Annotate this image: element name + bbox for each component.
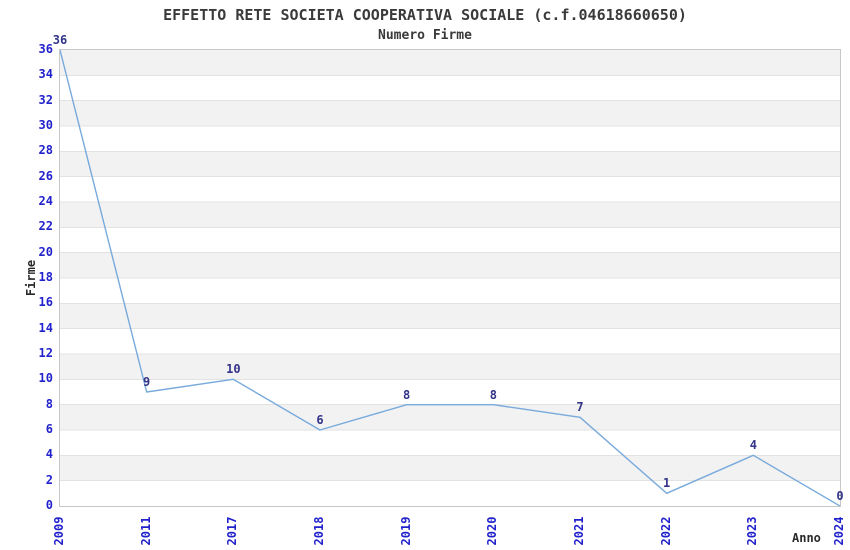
value-label: 1 — [663, 476, 671, 491]
chart-subtitle: Numero Firme — [378, 28, 472, 43]
value-label: 0 — [836, 489, 844, 503]
y-tick-label: 4 — [45, 447, 53, 462]
grid-band — [60, 430, 840, 456]
grid-band — [60, 126, 840, 152]
grid-band — [60, 151, 840, 177]
grid-band — [60, 455, 840, 481]
grid-band — [60, 202, 840, 228]
value-label: 10 — [226, 362, 241, 377]
x-tick-label: 2009 — [52, 516, 66, 546]
grid-band — [60, 100, 840, 126]
value-label: 9 — [143, 375, 151, 389]
y-tick-label: 24 — [38, 194, 53, 208]
grid-band — [60, 404, 840, 430]
y-tick-label: 36 — [38, 42, 53, 56]
x-tick-label: 2020 — [485, 516, 500, 546]
y-tick-label: 22 — [38, 219, 53, 234]
value-label: 8 — [489, 387, 497, 402]
x-tick-label: 2018 — [312, 516, 326, 546]
x-tick-label: 2017 — [225, 516, 240, 546]
grid-band — [60, 50, 840, 76]
grid-band — [60, 328, 840, 354]
grid-band — [60, 480, 840, 506]
grid-band — [60, 278, 840, 304]
grid-band — [60, 303, 840, 329]
y-tick-label: 0 — [45, 498, 53, 512]
x-tick-label: 2023 — [745, 516, 760, 546]
y-tick-label: 34 — [38, 67, 53, 82]
data-line — [60, 50, 840, 506]
x-axis-title: Anno — [792, 531, 821, 545]
y-tick-label: 14 — [38, 320, 53, 335]
grid-band — [60, 354, 840, 380]
grid-band — [60, 75, 840, 101]
y-tick-label: 10 — [38, 371, 53, 386]
x-tick-label: 2011 — [138, 516, 153, 546]
y-tick-label: 20 — [38, 244, 53, 259]
y-tick-label: 30 — [38, 118, 53, 132]
grid-band — [60, 227, 840, 253]
y-tick-label: 6 — [45, 422, 53, 436]
plot-area: 36 9 10 6 8 8 7 1 4 0 — [53, 33, 844, 507]
y-tick-label: 32 — [38, 92, 53, 107]
x-tick-label: 2019 — [398, 516, 413, 546]
value-label: 4 — [749, 438, 757, 453]
y-tick-label: 18 — [38, 270, 53, 284]
y-tick-label: 28 — [38, 143, 53, 158]
grid-band — [60, 252, 840, 278]
y-tick-label: 8 — [45, 396, 53, 411]
y-tick-label: 12 — [38, 346, 53, 360]
value-label: 7 — [576, 400, 584, 415]
grid-band — [60, 176, 840, 202]
grid-band — [60, 379, 840, 405]
y-tick-label: 16 — [38, 295, 53, 310]
x-tick-label: 2021 — [572, 516, 586, 546]
x-tick-label: 2024 — [832, 516, 846, 546]
value-label: 8 — [403, 387, 411, 402]
y-tick-label: 2 — [45, 472, 53, 487]
x-tick-label: 2022 — [658, 516, 673, 546]
chart-title: EFFETTO RETE SOCIETA COOPERATIVA SOCIALE… — [163, 6, 687, 24]
line-chart-svg — [60, 50, 840, 506]
value-label: 36 — [52, 33, 68, 47]
y-tick-label: 26 — [38, 168, 53, 183]
value-label: 6 — [316, 413, 324, 427]
